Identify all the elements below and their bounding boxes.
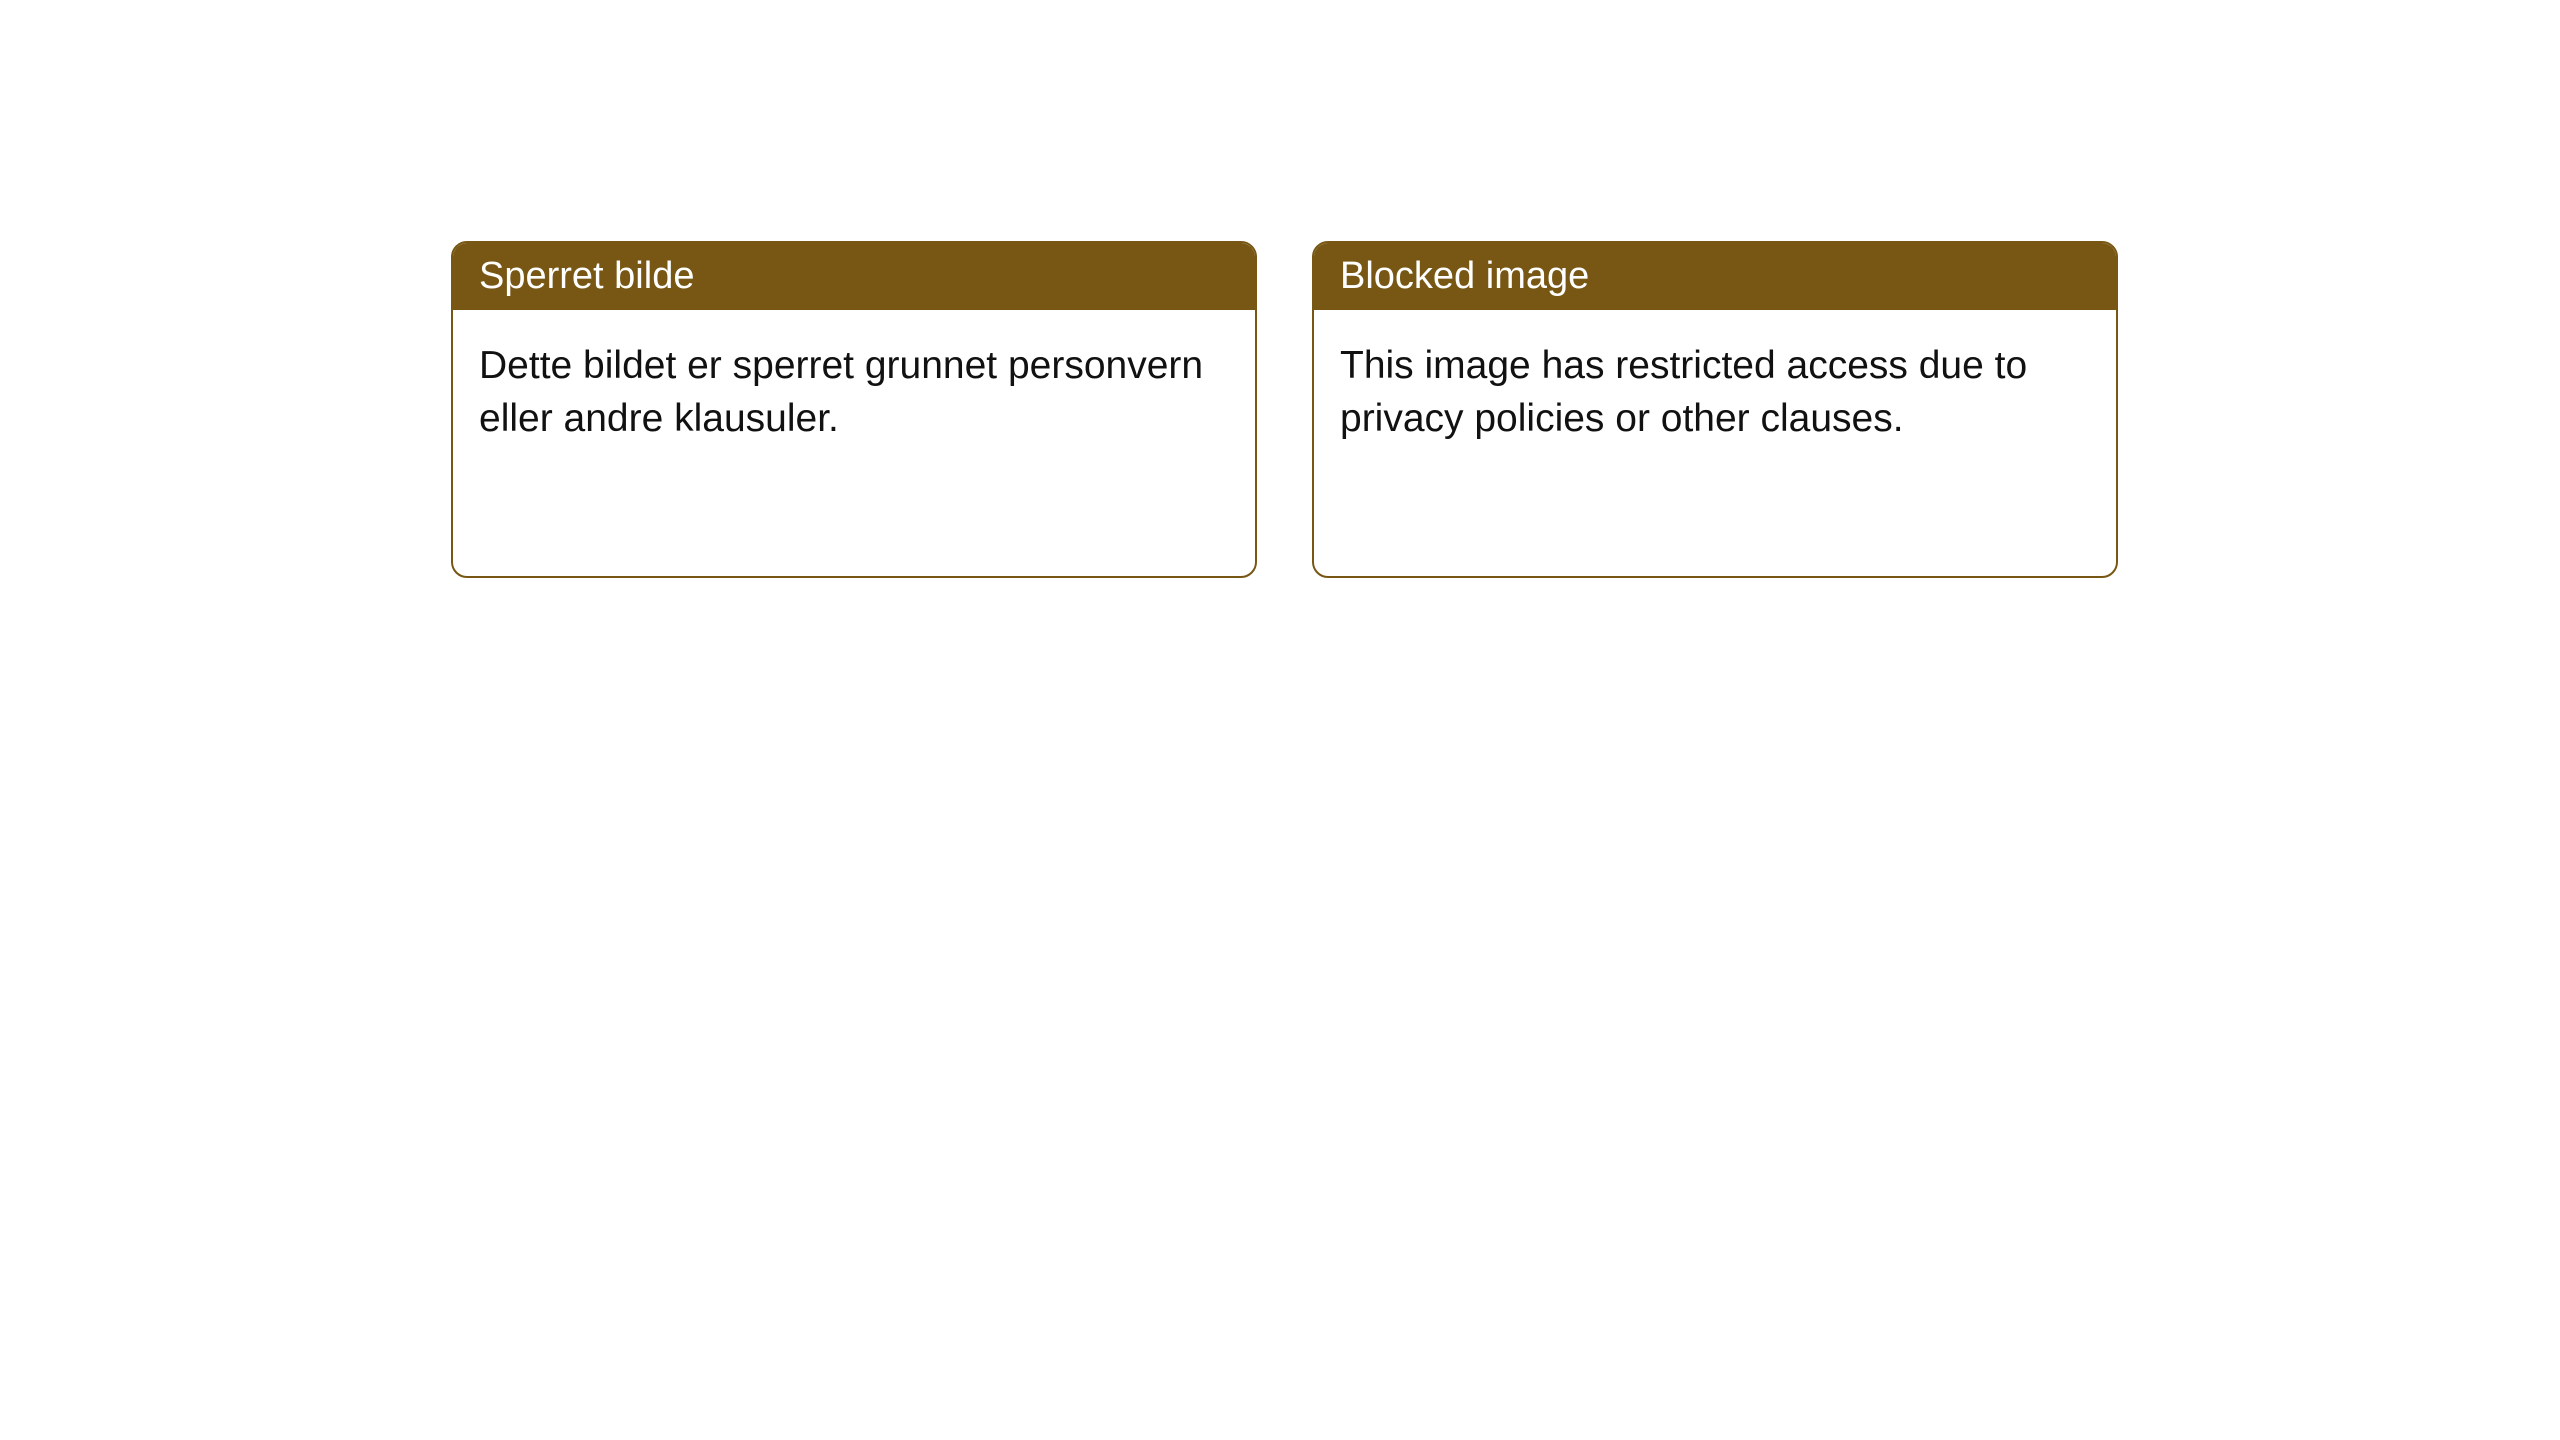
card-header-norwegian: Sperret bilde	[453, 243, 1255, 310]
card-body-norwegian: Dette bildet er sperret grunnet personve…	[453, 310, 1255, 475]
card-body-english: This image has restricted access due to …	[1314, 310, 2116, 475]
cards-container: Sperret bilde Dette bildet er sperret gr…	[451, 241, 2118, 578]
card-norwegian: Sperret bilde Dette bildet er sperret gr…	[451, 241, 1257, 578]
card-english: Blocked image This image has restricted …	[1312, 241, 2118, 578]
card-header-english: Blocked image	[1314, 243, 2116, 310]
